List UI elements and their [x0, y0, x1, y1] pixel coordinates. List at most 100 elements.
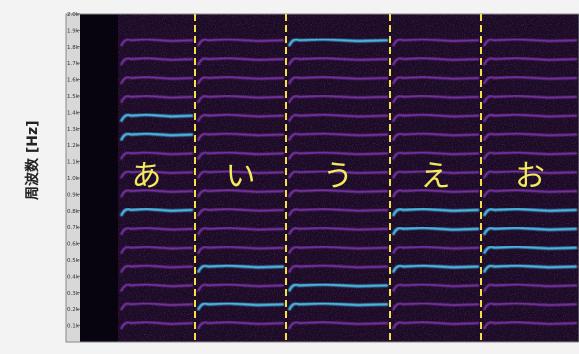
- harmonic-line: [197, 132, 285, 141]
- harmonic-line: [197, 151, 285, 160]
- harmonic-line: [120, 75, 194, 85]
- harmonic-line: [287, 301, 389, 311]
- harmonic-line: [392, 283, 480, 292]
- harmonic-line: [120, 170, 194, 179]
- harmonic-line: [197, 113, 285, 123]
- harmonic-line: [392, 94, 480, 104]
- y-tick-label: 1.9k: [67, 28, 80, 34]
- y-tick-label: 0.4k: [67, 274, 80, 280]
- harmonic-line: [288, 151, 389, 160]
- harmonic-line: [288, 57, 389, 66]
- harmonic-line: [288, 170, 389, 179]
- harmonic-line: [120, 283, 194, 292]
- y-tick-label: 1.8k: [67, 45, 80, 51]
- harmonic-line: [483, 302, 578, 311]
- harmonic-line: [120, 38, 194, 47]
- y-tick-label: 1.7k: [67, 61, 80, 67]
- harmonic-line: [120, 226, 194, 236]
- harmonic-line: [288, 226, 389, 236]
- harmonic-line: [197, 75, 285, 85]
- harmonic-line: [288, 245, 389, 255]
- harmonic-line: [120, 245, 194, 255]
- vowel-label: え: [421, 159, 451, 194]
- harmonic-line: [197, 189, 285, 198]
- harmonic-line: [483, 321, 578, 330]
- harmonic-line: [197, 94, 285, 104]
- harmonic-line: [288, 264, 389, 273]
- harmonic-line: [392, 245, 480, 255]
- harmonic-line: [120, 264, 194, 273]
- harmonic-line: [196, 264, 285, 274]
- vowel-label: あ: [132, 159, 162, 194]
- harmonic-line: [391, 264, 480, 274]
- y-tick-label: 1.4k: [67, 110, 80, 116]
- harmonic-line: [120, 189, 194, 198]
- harmonic-line: [197, 170, 285, 179]
- harmonic-line: [392, 75, 480, 85]
- harmonic-line: [288, 132, 389, 141]
- harmonic-line: [392, 151, 480, 160]
- harmonic-line: [120, 321, 194, 330]
- harmonic-line: [483, 38, 578, 47]
- harmonic-line: [392, 38, 480, 47]
- harmonic-line: [392, 321, 480, 330]
- harmonic-line: [197, 207, 285, 217]
- vowel-label: い: [226, 159, 256, 194]
- harmonic-line: [483, 57, 578, 66]
- harmonic-line: [119, 207, 194, 217]
- harmonic-line: [197, 57, 285, 66]
- harmonic-line: [392, 132, 480, 141]
- harmonic-line: [197, 226, 285, 236]
- tick-strip: [66, 14, 80, 342]
- harmonic-line: [483, 132, 578, 141]
- y-tick-label: 2.0k: [67, 12, 80, 18]
- harmonic-line: [120, 94, 194, 104]
- harmonic-line: [288, 113, 389, 123]
- harmonic-line: [288, 75, 389, 85]
- y-tick-label: 0.6k: [67, 242, 80, 248]
- harmonic-line: [482, 264, 578, 274]
- noise-texture: [66, 14, 579, 342]
- y-tick-label: 0.2k: [67, 307, 80, 313]
- y-tick-label: 1.6k: [67, 78, 80, 84]
- harmonic-line: [197, 245, 285, 255]
- harmonic-line: [483, 283, 578, 292]
- y-tick-label: 0.1k: [67, 324, 80, 330]
- harmonic-line: [288, 189, 389, 198]
- harmonic-line: [197, 38, 285, 47]
- harmonic-line: [391, 207, 480, 217]
- harmonic-line: [197, 283, 285, 292]
- harmonic-line: [392, 189, 480, 198]
- plot-border: [65, 13, 579, 343]
- harmonic-line: [392, 302, 480, 311]
- harmonic-line: [482, 207, 578, 217]
- y-tick-label: 1.0k: [67, 176, 80, 182]
- harmonic-line: [120, 57, 194, 66]
- y-tick-label: 0.3k: [67, 291, 80, 297]
- harmonic-line: [119, 132, 194, 142]
- harmonic-line: [391, 226, 480, 236]
- harmonic-line: [482, 226, 578, 236]
- harmonic-line: [119, 113, 194, 123]
- harmonic-line: [483, 151, 578, 160]
- harmonic-line: [288, 94, 389, 104]
- harmonic-line: [196, 301, 285, 311]
- y-tick-label: 0.9k: [67, 192, 80, 198]
- harmonic-line: [288, 321, 389, 330]
- harmonic-line: [392, 113, 480, 123]
- y-tick-label: 1.5k: [67, 94, 80, 100]
- harmonic-line: [482, 245, 578, 255]
- harmonic-line: [483, 170, 578, 179]
- y-tick-label: 0.5k: [67, 258, 80, 264]
- harmonic-line: [120, 151, 194, 160]
- harmonic-line: [392, 57, 480, 66]
- y-tick-label: 1.1k: [67, 160, 80, 166]
- vowel-label: う: [323, 159, 353, 194]
- harmonic-line: [288, 207, 389, 217]
- vowel-label: お: [515, 159, 545, 194]
- harmonic-line: [483, 189, 578, 198]
- y-tick-label: 1.2k: [67, 143, 80, 149]
- y-tick-label: 1.3k: [67, 127, 80, 133]
